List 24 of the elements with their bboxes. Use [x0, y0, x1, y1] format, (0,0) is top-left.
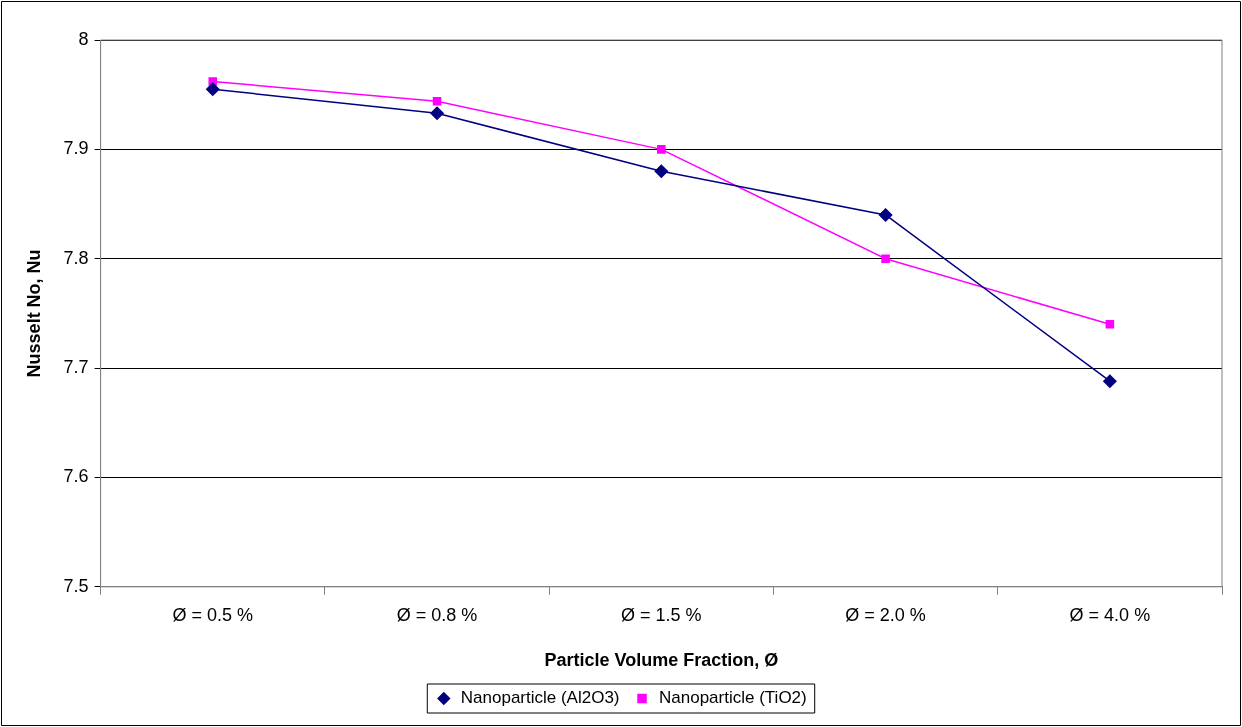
y-tick-label: 7.7 [63, 357, 89, 378]
point [1105, 320, 1115, 329]
x-tick-label: Ø = 2.0 % [845, 604, 926, 625]
y-tick-label: 7.5 [63, 575, 89, 596]
y-axis-title: Nusselt No, Nu [23, 249, 44, 378]
point [206, 82, 220, 96]
y-tick-label: 7.8 [63, 247, 89, 268]
y-tick-label: 8 [78, 28, 89, 49]
legend-label: Nanoparticle (Al2O3) [460, 688, 620, 708]
x-tick-label: Ø = 1.5 % [621, 604, 702, 625]
y-tick-label: 7.6 [63, 466, 89, 487]
point [654, 164, 669, 178]
point [1103, 374, 1117, 388]
point [430, 106, 444, 121]
point [878, 208, 893, 222]
y-tick-label: 7.9 [63, 138, 89, 159]
x-tick-label: Ø = 4.0 % [1069, 604, 1151, 625]
point [432, 96, 442, 106]
x-tick-label: Ø = 0.8 % [396, 604, 478, 625]
legend-label: Nanoparticle (TiO2) [659, 688, 807, 708]
point [881, 254, 890, 264]
point [657, 145, 666, 154]
x-axis-title: Particle Volume Fraction, Ø [544, 650, 779, 671]
x-tick-label: Ø = 0.5 % [172, 604, 254, 625]
